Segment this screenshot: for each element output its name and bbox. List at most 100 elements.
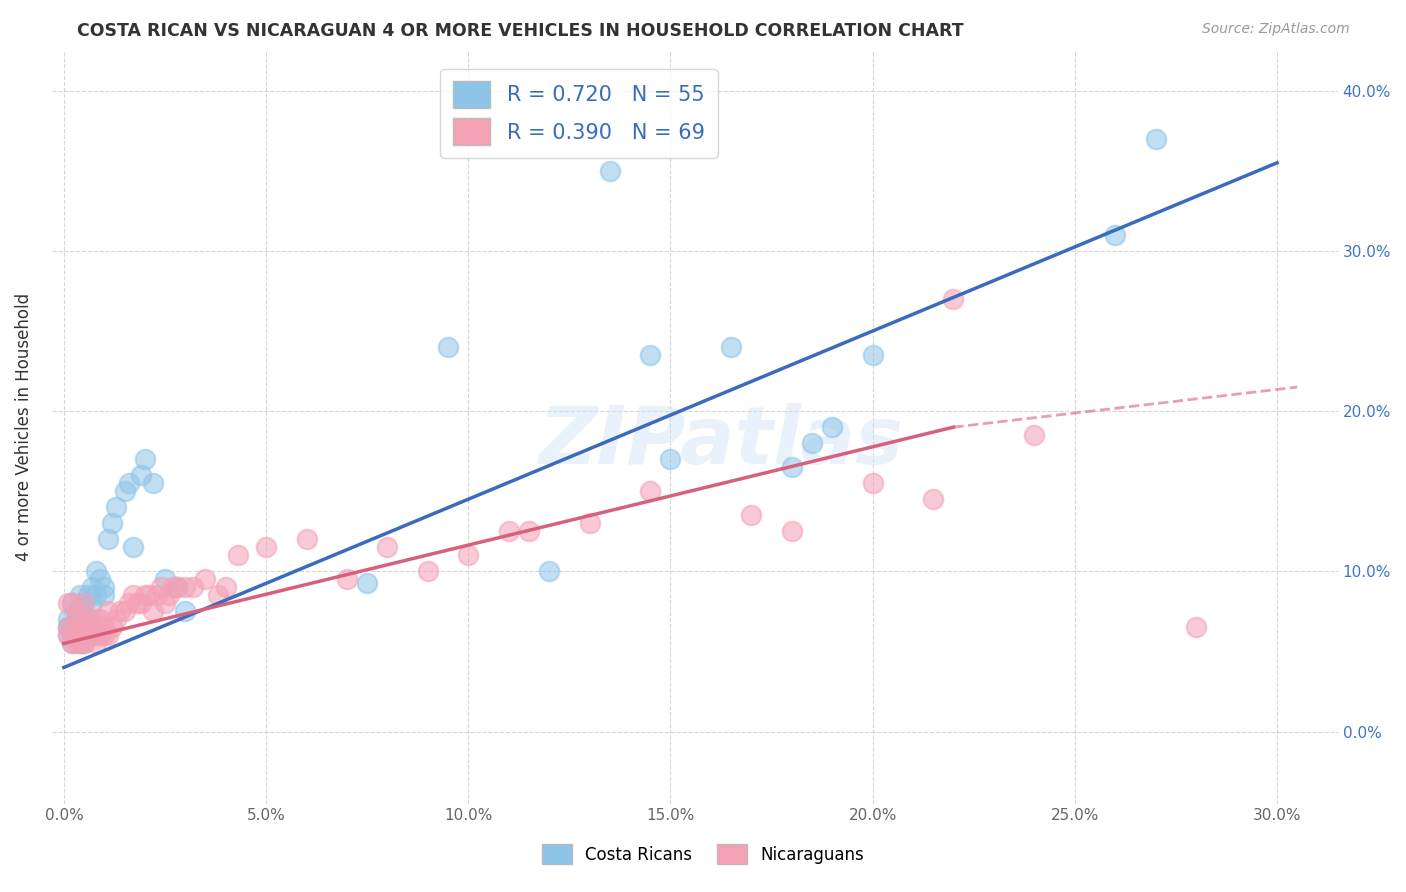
Point: [780, 460, 803, 475]
Point: [82, 620, 104, 634]
Point: [356, 575, 378, 590]
Point: [77, 628, 100, 642]
Point: [56, 620, 79, 634]
Point: [166, 580, 188, 594]
Point: [65, 612, 87, 626]
Point: [69, 628, 91, 642]
Point: [862, 348, 884, 362]
Point: [82, 596, 104, 610]
Point: [174, 604, 197, 618]
Point: [166, 580, 188, 594]
Point: [125, 596, 148, 610]
Point: [149, 580, 172, 594]
Legend: Costa Ricans, Nicaraguans: Costa Ricans, Nicaraguans: [536, 838, 870, 871]
Text: ZIPatlas: ZIPatlas: [538, 403, 903, 481]
Point: [89, 612, 111, 626]
Point: [84, 628, 107, 642]
Point: [181, 580, 204, 594]
Point: [942, 292, 965, 306]
Point: [157, 588, 180, 602]
Text: COSTA RICAN VS NICARAGUAN 4 OR MORE VEHICLES IN HOUSEHOLD CORRELATION CHART: COSTA RICAN VS NICARAGUAN 4 OR MORE VEHI…: [77, 22, 965, 40]
Point: [105, 612, 128, 626]
Point: [73, 628, 96, 642]
Point: [60, 596, 83, 610]
Point: [194, 572, 217, 586]
Point: [82, 580, 104, 594]
Text: Source: ZipAtlas.com: Source: ZipAtlas.com: [1202, 22, 1350, 37]
Point: [720, 340, 742, 354]
Point: [142, 476, 165, 491]
Point: [77, 612, 100, 626]
Point: [162, 580, 184, 594]
Point: [60, 620, 83, 634]
Point: [437, 340, 460, 354]
Point: [93, 628, 115, 642]
Point: [97, 533, 120, 547]
Point: [117, 596, 139, 610]
Point: [101, 516, 124, 531]
Point: [142, 604, 165, 618]
Point: [65, 620, 87, 634]
Point: [73, 620, 96, 634]
Point: [60, 596, 83, 610]
Point: [65, 620, 87, 634]
Point: [117, 476, 139, 491]
Point: [101, 620, 124, 634]
Point: [138, 588, 160, 602]
Point: [69, 636, 91, 650]
Point: [659, 452, 682, 467]
Point: [153, 596, 176, 610]
Point: [207, 588, 229, 602]
Point: [56, 596, 79, 610]
Point: [56, 620, 79, 634]
Point: [84, 612, 107, 626]
Legend: R = 0.720   N = 55, R = 0.390   N = 69: R = 0.720 N = 55, R = 0.390 N = 69: [440, 69, 717, 158]
Point: [821, 420, 844, 434]
Point: [56, 612, 79, 626]
Point: [517, 524, 540, 539]
Point: [73, 596, 96, 610]
Point: [1185, 620, 1208, 634]
Point: [89, 572, 111, 586]
Point: [73, 636, 96, 650]
Point: [498, 524, 520, 539]
Point: [114, 604, 136, 618]
Point: [97, 628, 120, 642]
Point: [69, 604, 91, 618]
Point: [578, 516, 600, 531]
Point: [121, 541, 143, 555]
Point: [73, 612, 96, 626]
Point: [56, 628, 79, 642]
Point: [129, 596, 152, 610]
Point: [134, 588, 156, 602]
Point: [377, 541, 399, 555]
Point: [638, 348, 661, 362]
Point: [60, 628, 83, 642]
Point: [82, 628, 104, 642]
Point: [84, 565, 107, 579]
Point: [105, 500, 128, 515]
Point: [153, 572, 176, 586]
Point: [73, 628, 96, 642]
Point: [69, 636, 91, 650]
Point: [65, 604, 87, 618]
Point: [457, 549, 479, 563]
Point: [77, 588, 100, 602]
Point: [65, 636, 87, 650]
Point: [69, 604, 91, 618]
Point: [740, 508, 762, 523]
Point: [1104, 227, 1126, 242]
Point: [73, 636, 96, 650]
Point: [121, 588, 143, 602]
Point: [65, 612, 87, 626]
Point: [89, 628, 111, 642]
Point: [60, 628, 83, 642]
Point: [134, 452, 156, 467]
Point: [214, 580, 236, 594]
Point: [77, 620, 100, 634]
Point: [84, 636, 107, 650]
Point: [110, 604, 132, 618]
Point: [538, 565, 561, 579]
Point: [84, 588, 107, 602]
Point: [638, 484, 661, 499]
